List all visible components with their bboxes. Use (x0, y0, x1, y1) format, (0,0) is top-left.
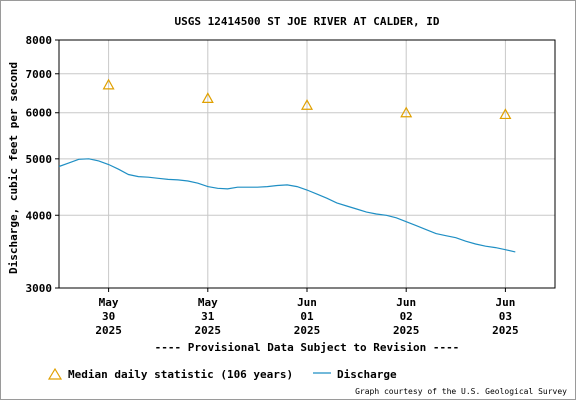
legend-marker-median (47, 367, 63, 380)
median-marker (400, 106, 413, 118)
y-tick-label: 6000 (26, 107, 53, 120)
y-tick-label: 7000 (26, 68, 53, 81)
legend: Median daily statistic (106 years) Disch… (47, 367, 397, 381)
x-tick-label: 01 (300, 310, 314, 323)
x-tick-label: 30 (102, 310, 115, 323)
grid (59, 39, 555, 289)
credit-text: Graph courtesy of the U.S. Geological Su… (355, 387, 567, 396)
x-tick-label: 2025 (294, 324, 321, 337)
y-tick-label: 4000 (26, 209, 53, 222)
x-tick-label: May (99, 296, 119, 309)
y-tick-label: 3000 (26, 282, 53, 295)
x-tick-label: 2025 (195, 324, 222, 337)
legend-label-discharge: Discharge (337, 368, 397, 381)
series-group (58, 78, 516, 253)
x-tick-label: Jun (396, 296, 416, 309)
y-axis-label: Discharge, cubic feet per second (7, 62, 20, 274)
x-tick-label: 31 (201, 310, 215, 323)
median-marker (499, 108, 512, 120)
median-marker (201, 92, 214, 104)
provisional-notice: ---- Provisional Data Subject to Revisio… (155, 341, 460, 354)
x-tick-label: 02 (400, 310, 413, 323)
x-tick-label: 2025 (492, 324, 519, 337)
median-marker (102, 78, 115, 90)
y-tick-label: 5000 (26, 153, 53, 166)
x-tick-label: 2025 (393, 324, 420, 337)
chart-title: USGS 12414500 ST JOE RIVER AT CALDER, ID (175, 15, 440, 28)
median-marker (300, 99, 314, 110)
x-tick-label: Jun (495, 296, 515, 309)
y-tick-label: 8000 (26, 34, 53, 47)
y-axis: 3000 4000 5000 6000 7000 8000 (26, 34, 59, 295)
legend-label-median: Median daily statistic (106 years) (68, 368, 293, 381)
x-axis: May302025May312025Jun012025Jun022025Jun0… (95, 288, 519, 337)
discharge-line (58, 158, 516, 253)
x-tick-label: 03 (499, 310, 512, 323)
x-tick-label: Jun (297, 296, 317, 309)
x-tick-label: May (198, 296, 218, 309)
x-tick-label: 2025 (95, 324, 122, 337)
